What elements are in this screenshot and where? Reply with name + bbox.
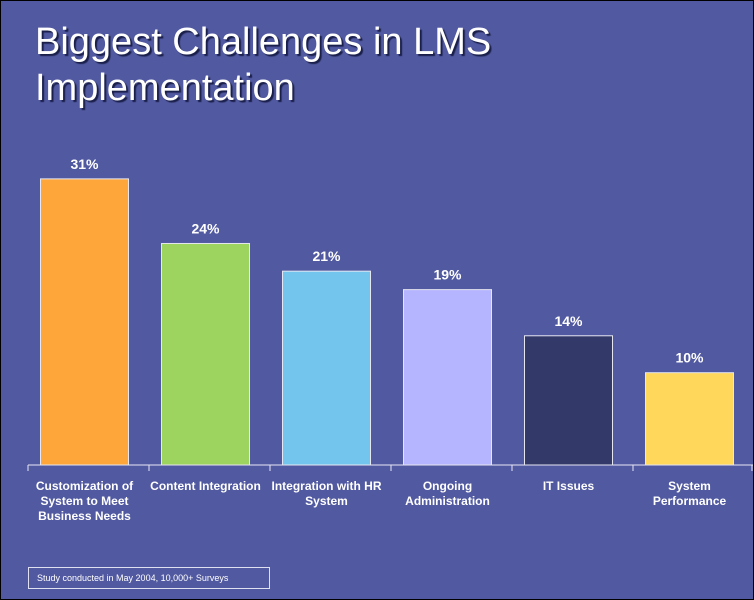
value-label: 21%: [312, 248, 341, 264]
x-tick-label: Ongoing Administration: [405, 479, 490, 508]
bar: [40, 178, 129, 466]
value-label: 19%: [433, 267, 462, 283]
x-tick-label: Integration with HR System: [271, 479, 382, 508]
value-label: 10%: [675, 350, 704, 366]
bar: [282, 270, 371, 466]
chart-title: Biggest Challenges in LMS Implementation: [35, 21, 492, 109]
value-label: 31%: [70, 156, 99, 172]
annotation: Study conducted in May 2004, 10,000+ Sur…: [28, 567, 270, 589]
bar: [645, 372, 734, 466]
bar: [524, 335, 613, 466]
bar: [161, 242, 250, 466]
x-tick-label: IT Issues: [542, 479, 595, 493]
value-label: 24%: [191, 220, 220, 236]
x-tick-label: System Performance: [652, 479, 727, 508]
bar: [403, 289, 492, 466]
x-tick-label: Content Integration: [150, 479, 261, 493]
value-label: 14%: [554, 313, 583, 329]
x-tick-label: Customization of System to Meet Business…: [35, 479, 134, 523]
